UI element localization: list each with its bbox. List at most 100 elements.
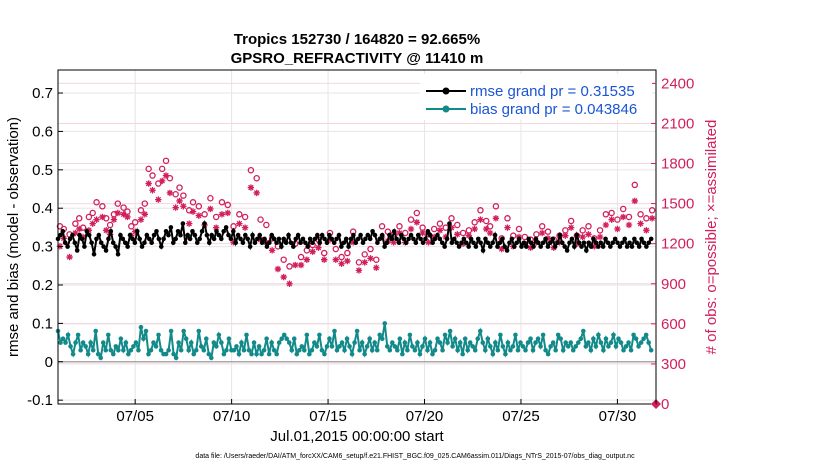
obs-assimilated-marker [162, 172, 170, 179]
rmse-point [86, 232, 92, 238]
bias-point [588, 347, 594, 353]
obs-assimilated-marker [436, 227, 444, 234]
rmse-point [65, 244, 70, 249]
obs-assimilated-marker [309, 248, 316, 255]
bias-point [535, 336, 541, 342]
rmse-point [106, 236, 111, 242]
rmse-point [255, 236, 260, 242]
rmse-point [84, 228, 90, 234]
rmse-point [247, 244, 253, 249]
bias-point [369, 347, 375, 353]
rmse-point [60, 228, 66, 234]
bias-point [337, 344, 342, 349]
obs-possible-marker [137, 207, 145, 214]
bias-point [641, 336, 646, 342]
bias-point [382, 321, 388, 326]
obs-assimilated-marker [224, 209, 231, 217]
y-tick-label: 0.3 [32, 239, 53, 256]
bias-point [329, 344, 335, 349]
rmse-point [156, 236, 162, 242]
obs-possible-marker [471, 219, 478, 226]
rmse-point [370, 228, 375, 234]
bias-point [563, 340, 569, 345]
rmse-point [620, 240, 625, 246]
obs-assimilated-marker [567, 224, 575, 231]
rmse-point [475, 236, 481, 242]
bias-point [354, 328, 360, 334]
bias-point [623, 344, 629, 349]
rmse-point [449, 240, 455, 246]
obs-possible-marker [280, 256, 287, 263]
obs-possible-marker [212, 213, 220, 221]
obs-possible-marker [344, 249, 351, 257]
rmse-point [365, 232, 371, 238]
rmse-point [509, 236, 515, 242]
rmse-point [204, 232, 210, 238]
y2-tick-label: 0 [661, 396, 669, 413]
rmse-point [245, 236, 251, 242]
obs-possible-marker [93, 199, 100, 206]
y-tick-label: 0.1 [32, 315, 53, 332]
rmse-point [166, 232, 171, 238]
bias-point [118, 336, 124, 342]
bias-point [206, 351, 212, 357]
obs-possible-marker [625, 213, 633, 221]
rmse-point [451, 236, 457, 242]
bias-point [540, 332, 546, 338]
bias-point [389, 340, 395, 345]
bias-point [384, 344, 390, 349]
obs-assimilated-marker [602, 221, 610, 229]
bias-point [538, 344, 543, 349]
bias-point [193, 347, 199, 353]
rmse-point [396, 240, 402, 246]
rmse-point [259, 240, 265, 246]
rmse-point [430, 240, 435, 246]
bias-point [565, 344, 571, 349]
rmse-point [322, 236, 327, 242]
rmse-point [115, 251, 121, 257]
rmse-point [319, 232, 325, 238]
rmse-point [593, 240, 599, 246]
x-tick-label: 07/25 [502, 408, 540, 425]
rmse-point [98, 240, 104, 246]
rmse-point [584, 248, 589, 253]
rmse-point [257, 232, 263, 238]
rmse-point [202, 221, 207, 226]
rmse-point [70, 232, 75, 238]
bias-point [372, 340, 377, 345]
rmse-point [552, 244, 558, 249]
rmse-point [644, 244, 649, 249]
bias-point [302, 347, 307, 353]
bias-point [636, 344, 641, 349]
rmse-point [375, 240, 380, 246]
obs-possible-marker [477, 207, 484, 214]
obs-possible-marker [99, 203, 106, 210]
rmse-point [461, 236, 467, 242]
bias-point [442, 332, 448, 338]
obs-assimilated-marker [591, 243, 598, 250]
rmse-point [581, 240, 587, 246]
rmse-point [139, 244, 145, 249]
rmse-point [531, 244, 536, 249]
rmse-point [456, 244, 462, 249]
bias-point [224, 347, 229, 353]
rmse-point [190, 228, 195, 234]
obs-possible-marker [257, 216, 264, 223]
bias-point [131, 344, 136, 349]
legend: rmse grand pr = 0.31535 bias grand pr = … [420, 74, 652, 120]
bias-point [239, 340, 244, 345]
rmse-point [206, 240, 212, 246]
bias-point [78, 347, 83, 353]
bias-point [447, 328, 453, 334]
rmse-point [192, 232, 198, 238]
bias-point [490, 351, 496, 357]
y2-tick-label: 600 [661, 316, 686, 333]
rmse-point [341, 240, 347, 246]
y-tick-label: 0.6 [32, 123, 53, 140]
rmse-point [187, 236, 193, 242]
obs-possible-marker [158, 165, 166, 173]
obs-possible-marker [131, 219, 139, 226]
bias-point [95, 351, 101, 357]
bias-point [425, 347, 430, 353]
bias-point [116, 347, 121, 353]
